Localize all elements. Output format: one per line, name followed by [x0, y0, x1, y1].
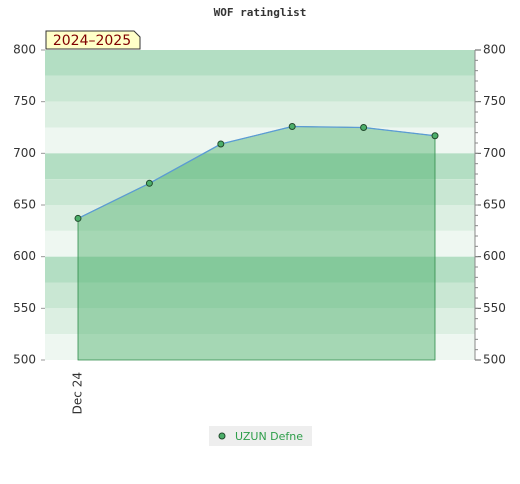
y2-tick-label: 750 — [483, 94, 506, 108]
legend-marker — [218, 432, 226, 440]
background-band — [45, 179, 475, 205]
y-tick-label: 700 — [13, 146, 36, 160]
annotation-text: 2024–2025 — [53, 33, 131, 49]
point — [360, 124, 368, 131]
point — [74, 214, 82, 222]
background-band — [45, 230, 475, 257]
background-band — [45, 256, 475, 283]
background-band — [45, 334, 475, 360]
annotation: 2024–2025 — [45, 30, 141, 50]
y2-tick-label: 700 — [483, 146, 506, 160]
point — [288, 122, 296, 130]
annotation-box — [45, 30, 141, 50]
background-band — [45, 205, 475, 231]
y-tick-label: 500 — [13, 353, 36, 367]
background-band — [45, 308, 475, 335]
line — [77, 125, 436, 220]
background-band — [45, 50, 475, 76]
plot — [74, 122, 439, 361]
chart-title: WOF ratinglist — [214, 6, 307, 19]
y2-tick-label: 650 — [483, 198, 506, 212]
background-band — [45, 282, 475, 309]
background-band — [45, 101, 475, 128]
point — [431, 132, 439, 140]
x-tick-label: Dec 24 — [71, 372, 85, 414]
y2-tick-label: 550 — [483, 301, 506, 315]
y-tick-label: 600 — [13, 249, 36, 263]
background-band — [45, 75, 475, 102]
y-tick-label: 800 — [13, 43, 36, 57]
y2-tick-label: 800 — [483, 43, 506, 57]
y-tick-label: 650 — [13, 198, 36, 212]
point — [145, 179, 153, 187]
background-band — [45, 153, 475, 180]
y-tick-label: 750 — [13, 94, 36, 108]
point — [217, 140, 225, 148]
y-tick-label: 550 — [13, 301, 36, 315]
legend-label: UZUN Defne — [235, 430, 303, 443]
y2-tick-label: 600 — [483, 249, 506, 263]
legend-box — [209, 426, 312, 446]
y2-tick-label: 500 — [483, 353, 506, 367]
